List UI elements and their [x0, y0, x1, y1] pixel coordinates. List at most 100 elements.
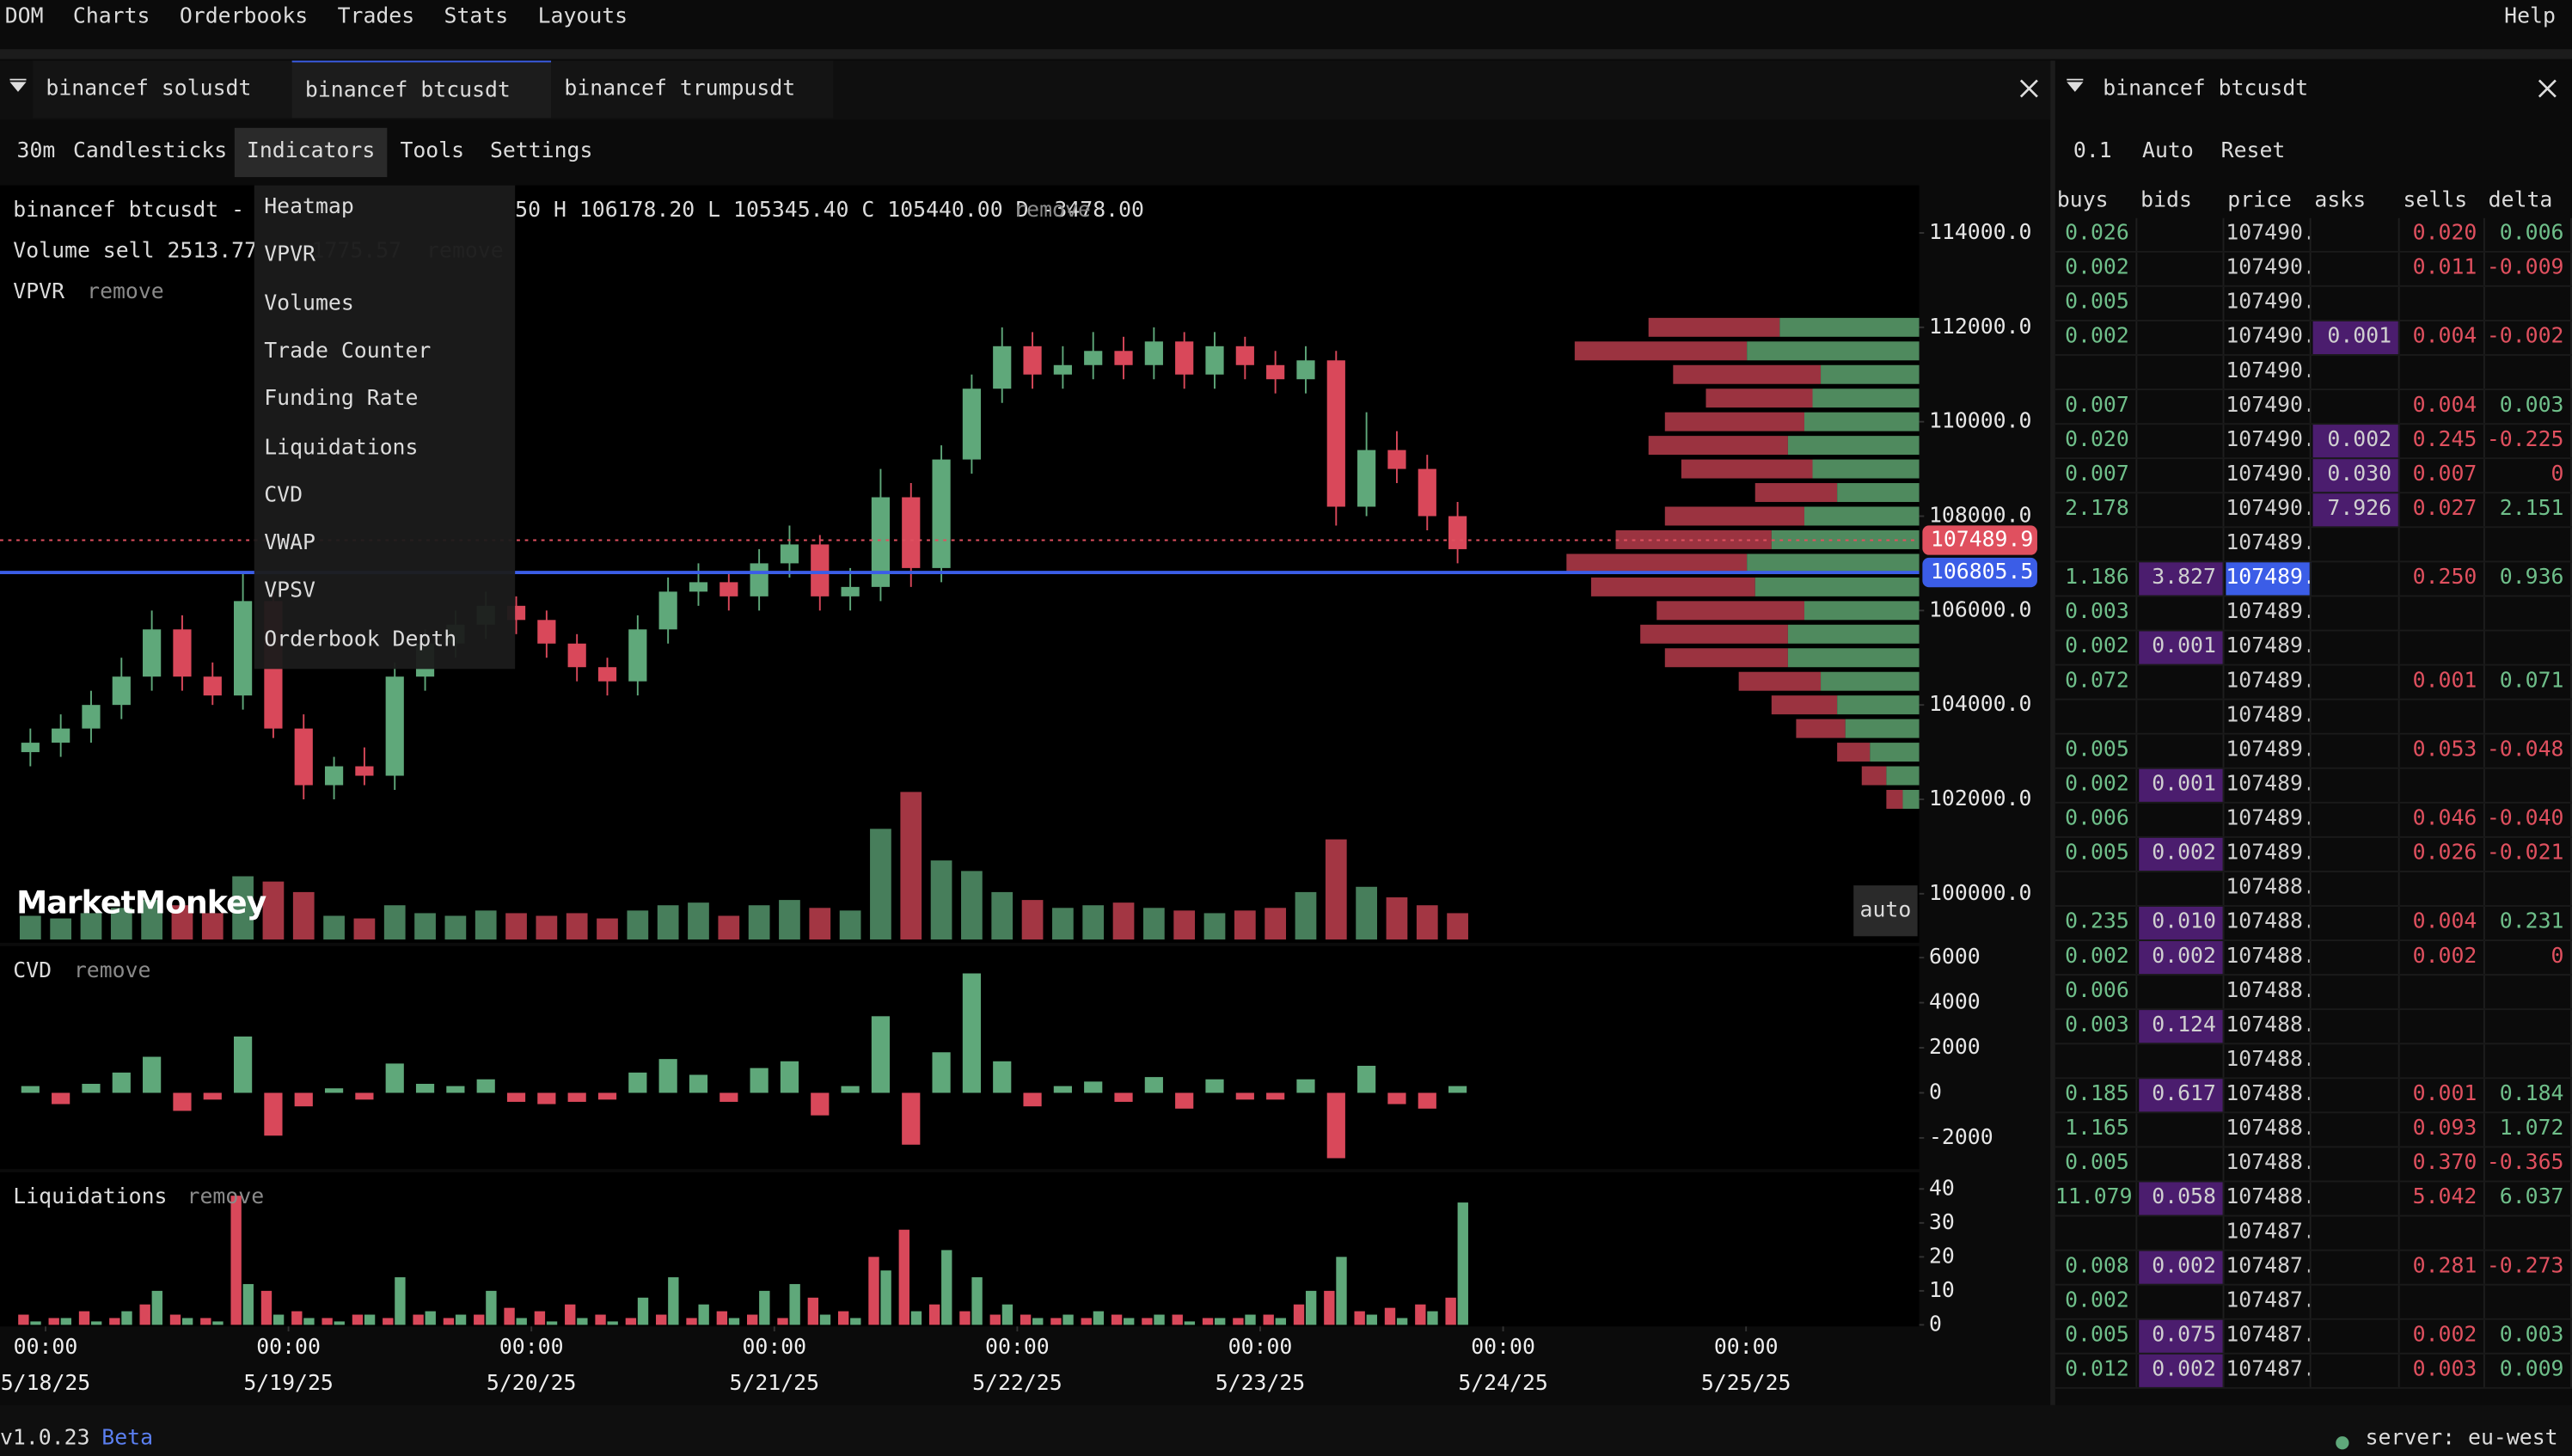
server-status: server: eu-west: [2365, 1426, 2558, 1452]
bar: [811, 1092, 830, 1116]
table-cell: -0.021: [2487, 837, 2572, 871]
toolbar-button[interactable]: Tools: [400, 139, 465, 164]
toolbar-button[interactable]: Indicators: [234, 127, 388, 178]
table-cell: [2402, 1010, 2485, 1043]
autoscale-button[interactable]: auto: [1853, 885, 1918, 937]
dropdown-item[interactable]: Funding Rate: [264, 387, 419, 413]
menu-item[interactable]: DOM: [4, 4, 44, 30]
profile-sell: [1640, 624, 1788, 644]
close-button[interactable]: [2019, 79, 2039, 99]
table-cell: [2313, 1251, 2400, 1284]
tab[interactable]: binancef btcusdt: [291, 60, 552, 119]
dropdown-item[interactable]: Heatmap: [264, 195, 354, 220]
tab[interactable]: binancef trumpusdt: [551, 60, 834, 119]
table-cell: 0.124: [2139, 1010, 2225, 1043]
remove-button[interactable]: remove: [187, 1185, 265, 1210]
table-cell: [2055, 528, 2138, 561]
dropdown-item[interactable]: VWAP: [264, 531, 315, 556]
filter-icon[interactable]: [9, 78, 28, 99]
table-cell: [2313, 734, 2400, 768]
candle-body: [993, 346, 1012, 389]
table-cell: [2313, 390, 2400, 424]
bar: [516, 1318, 527, 1325]
dom-button[interactable]: 0.1: [2073, 139, 2112, 164]
menu-item[interactable]: Charts: [72, 4, 150, 30]
menu-item[interactable]: Layouts: [537, 4, 628, 30]
menu-item[interactable]: Trades: [337, 4, 415, 30]
dropdown-item[interactable]: Orderbook Depth: [264, 627, 457, 652]
dropdown-item[interactable]: VPVR: [264, 242, 315, 268]
table-cell: 107488.4: [2226, 1044, 2312, 1078]
table-cell: 0.001: [2139, 768, 2225, 802]
remove-button[interactable]: remove: [87, 280, 164, 305]
help-menu[interactable]: Help: [2504, 4, 2556, 30]
toolbar-button[interactable]: Candlesticks: [72, 139, 228, 164]
bar: [1293, 1304, 1305, 1325]
toolbar-button[interactable]: 30m: [16, 139, 56, 164]
candle-body: [1084, 351, 1103, 365]
candle-body: [841, 586, 860, 596]
table-cell: 107490.1: [2226, 459, 2312, 492]
dropdown-item[interactable]: VPSV: [264, 579, 315, 604]
close-button[interactable]: [2538, 79, 2557, 99]
bar: [1245, 1314, 1256, 1325]
candle-body: [1418, 468, 1436, 517]
table-cell: [2313, 631, 2400, 664]
dropdown-item[interactable]: CVD: [264, 483, 303, 508]
profile-sell: [1574, 341, 1748, 361]
status-bar: [0, 1404, 2572, 1456]
table-cell: [2313, 837, 2400, 871]
row-divider: [2055, 423, 2572, 425]
table-cell: 107489.3: [2226, 734, 2312, 768]
menu-item[interactable]: Stats: [444, 4, 509, 30]
table-cell: [2313, 1285, 2400, 1318]
menu-item[interactable]: Orderbooks: [179, 4, 309, 30]
toolbar-button[interactable]: Settings: [489, 139, 593, 164]
volume-bar: [566, 913, 588, 940]
volume-bar: [19, 915, 41, 940]
table-cell: [2055, 355, 2138, 389]
remove-button[interactable]: remove: [1013, 198, 1091, 223]
bar: [880, 1270, 891, 1325]
dom-button[interactable]: Auto: [2142, 139, 2194, 164]
bar: [1020, 1314, 1032, 1325]
candle-body: [567, 643, 586, 668]
table-cell: 0.020: [2402, 217, 2485, 251]
tab[interactable]: binancef solusdt: [33, 60, 292, 119]
table-cell: [2055, 872, 2138, 906]
remove-button[interactable]: remove: [73, 958, 151, 984]
table-cell: [2313, 1113, 2400, 1147]
volume-bar: [323, 915, 345, 940]
bar: [577, 1318, 588, 1325]
profile-sell: [1771, 695, 1838, 715]
dom-button[interactable]: Reset: [2220, 139, 2286, 164]
dropdown-item[interactable]: Liquidations: [264, 435, 419, 461]
y-tick-label: 110000.0: [1929, 408, 2031, 433]
dropdown-item[interactable]: Trade Counter: [264, 339, 432, 364]
candle-body: [1387, 450, 1406, 469]
row-divider: [2055, 870, 2572, 872]
volume-bar: [1142, 908, 1165, 940]
bar: [850, 1318, 861, 1325]
profile-sell: [1648, 317, 1780, 337]
bar: [60, 1318, 72, 1325]
table-cell: 0.235: [2055, 906, 2138, 940]
table-cell: [2402, 631, 2485, 664]
bar: [989, 1314, 1001, 1325]
table-cell: [2313, 1044, 2400, 1078]
table-cell: -0.048: [2487, 734, 2572, 768]
table-cell: [2402, 768, 2485, 802]
filter-icon[interactable]: [2065, 78, 2085, 99]
table-cell: [2313, 1216, 2400, 1250]
table-cell: 107489.2: [2226, 768, 2312, 802]
dropdown-item[interactable]: Volumes: [264, 291, 354, 316]
table-cell: [2487, 286, 2572, 320]
table-cell: [2139, 976, 2225, 1009]
y-tick-label: 30: [1929, 1209, 1955, 1234]
candle-body: [143, 629, 162, 677]
table-cell: 0.004: [2402, 390, 2485, 424]
table-cell: [2402, 528, 2485, 561]
table-cell: 0.002: [2055, 940, 2138, 975]
table-cell: 0: [2487, 459, 2572, 492]
profile-sell: [1664, 648, 1788, 668]
